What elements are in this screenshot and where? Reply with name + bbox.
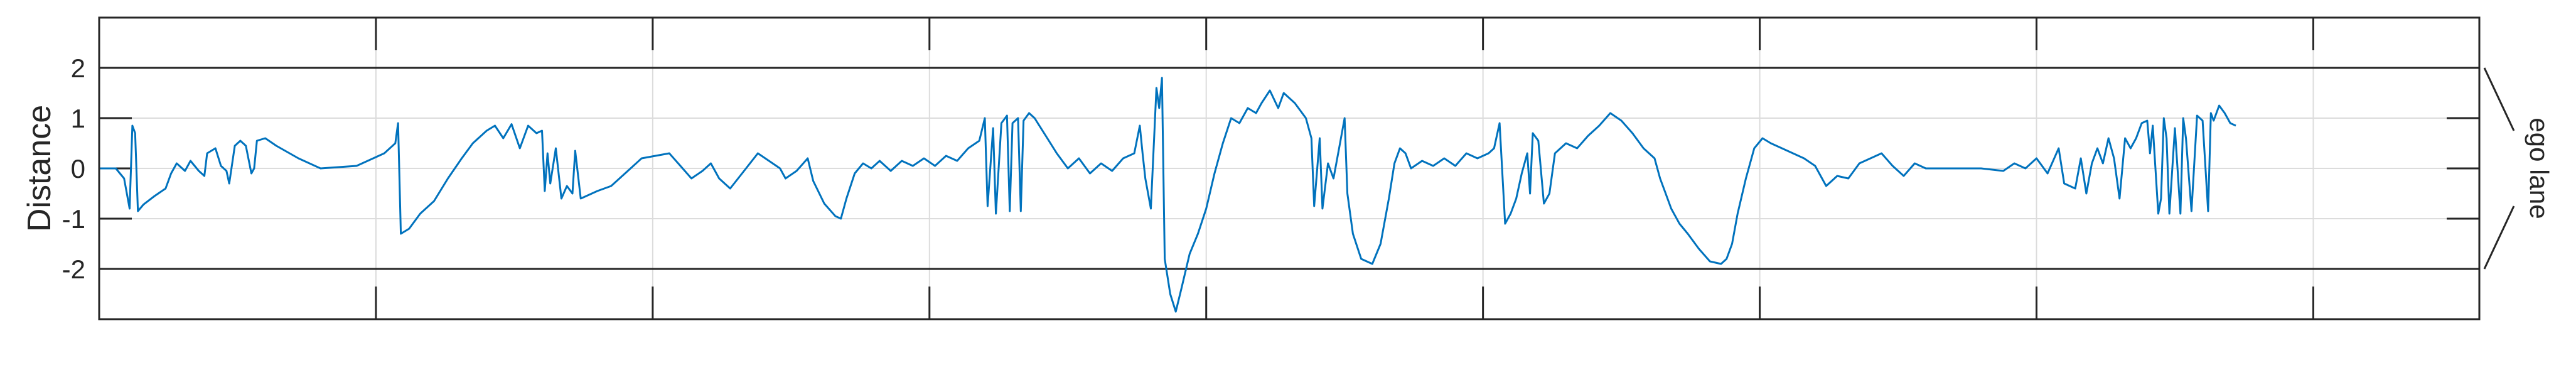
y-tick-label: 0 [71, 154, 85, 183]
plot-frame [98, 16, 2481, 320]
bracket-lower [2483, 205, 2515, 270]
lane-band [99, 67, 2479, 270]
bracket-upper [2483, 67, 2515, 131]
ego-lane-label: ego lane [2525, 117, 2554, 219]
y-tick-label: -2 [62, 254, 85, 284]
x-axis-ticks [375, 18, 2314, 319]
series-line [99, 77, 2236, 313]
y-tick-label: 2 [71, 53, 85, 83]
y-tick-label: 1 [71, 104, 85, 133]
lane-bracket [2483, 67, 2515, 270]
y-tick-label: -1 [62, 204, 85, 234]
y-axis-label: Distance [21, 105, 58, 232]
